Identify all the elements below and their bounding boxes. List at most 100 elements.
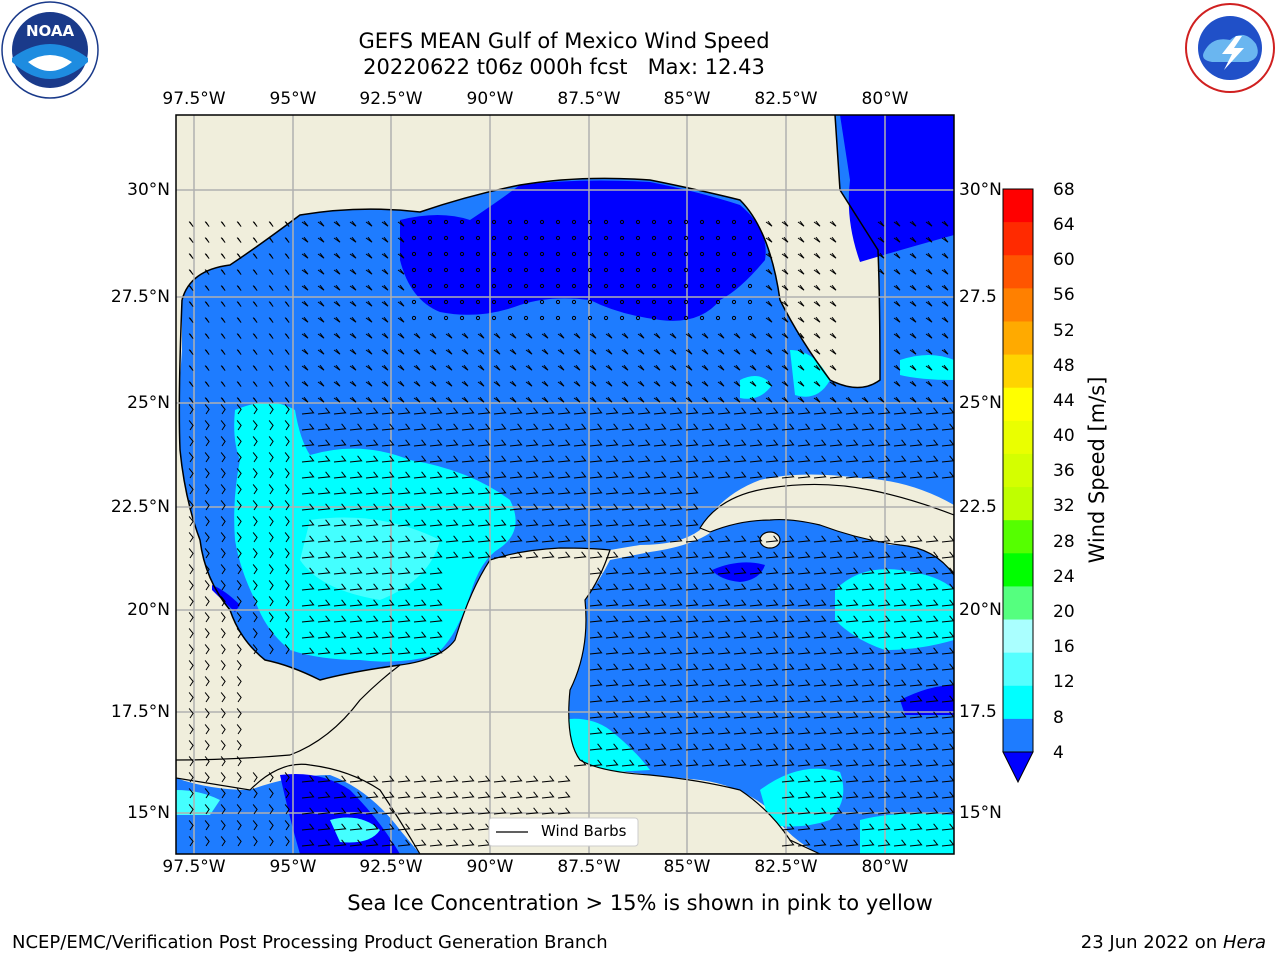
calm-marker [523,315,529,321]
wind-barb [909,364,917,371]
wind-barb [733,439,747,447]
wind-barb [429,807,443,815]
wind-barb [829,455,843,463]
wind-barb [781,471,795,479]
wind-barb [252,221,258,227]
wind-barb [909,807,923,815]
wind-barb [268,237,274,243]
wind-barb [669,407,683,415]
wind-barb [749,332,757,339]
wind-barb [861,455,875,463]
wind-barb [621,396,629,403]
wind-barb [301,284,309,291]
wind-barb [669,695,683,703]
wind-barb [573,423,587,431]
nws-logo [1185,3,1275,93]
wind-barb [220,644,226,655]
wind-barb [493,423,507,431]
wind-barb [925,284,933,291]
wind-barb [509,407,523,415]
wind-barb [381,348,389,355]
wind-barb [317,839,331,847]
wind-barb [333,423,347,431]
wind-barb [381,567,395,575]
wind-barb [669,551,683,559]
wind-barb [301,535,315,543]
wind-barb [301,316,309,323]
calm-marker [651,283,657,289]
wind-barb [861,663,875,671]
wind-barb [317,220,325,227]
wind-barb [413,439,427,447]
wind-barb [317,551,331,559]
wind-barb [284,317,290,323]
calm-marker [731,235,737,241]
wind-barb [829,711,843,719]
wind-barb [301,348,309,355]
wind-barb [861,471,875,479]
wind-barb [397,823,411,831]
calm-marker [603,251,609,257]
calm-marker [523,299,529,305]
wind-barb [749,615,763,623]
wind-barb [477,775,491,783]
wind-barb [733,599,747,607]
wind-barb [653,727,667,735]
wind-barb [797,743,811,751]
wind-barb [284,381,290,387]
wind-barb [365,396,373,403]
wind-barb [925,775,939,783]
wind-barb [829,631,843,639]
wind-barb [365,807,379,815]
wind-barb [893,823,907,831]
wind-barb [397,252,405,259]
wind-barb [429,823,443,831]
wind-barb [397,487,411,495]
wind-barb [557,503,571,511]
wind-barb [765,364,773,371]
wind-barb [893,583,907,591]
wind-barb [749,695,763,703]
wind-barb [845,583,859,591]
wind-barb [204,452,210,463]
wind-barb [877,567,891,575]
wind-barb [701,583,715,591]
wind-barb [893,695,907,703]
wind-barb [397,519,411,527]
calm-marker [715,299,721,305]
wind-barb [701,647,715,655]
wind-barb [909,471,923,479]
wind-barb [429,407,443,415]
calm-marker [603,315,609,321]
wind-barb [301,583,315,591]
wind-barb [557,396,565,403]
wind-barb [333,775,347,783]
wind-barb [397,583,411,591]
wind-barb [621,695,635,703]
wind-barb [365,583,379,591]
wind-barb [252,452,258,463]
wind-barb [557,439,571,447]
wind-barb [941,316,949,323]
wind-barb [397,839,411,847]
wind-barb [541,487,555,495]
wind-barb [333,284,341,291]
wind-barb [461,471,475,479]
calm-marker [571,235,577,241]
wind-barb [877,775,891,783]
calm-marker [747,283,753,289]
wind-barb [557,364,565,371]
wind-barb [557,423,571,431]
wind-barb [685,567,699,575]
wind-barb [813,807,827,815]
wind-barb [653,471,667,479]
calm-marker [699,315,705,321]
lon-label-bottom: 90°W [466,857,514,877]
wind-barb [493,807,507,815]
wind-barb [941,252,949,259]
wind-barb [301,300,309,307]
wind-barb [477,551,491,559]
calm-marker [587,315,593,321]
wind-barb [301,471,315,479]
wind-barb [829,663,843,671]
